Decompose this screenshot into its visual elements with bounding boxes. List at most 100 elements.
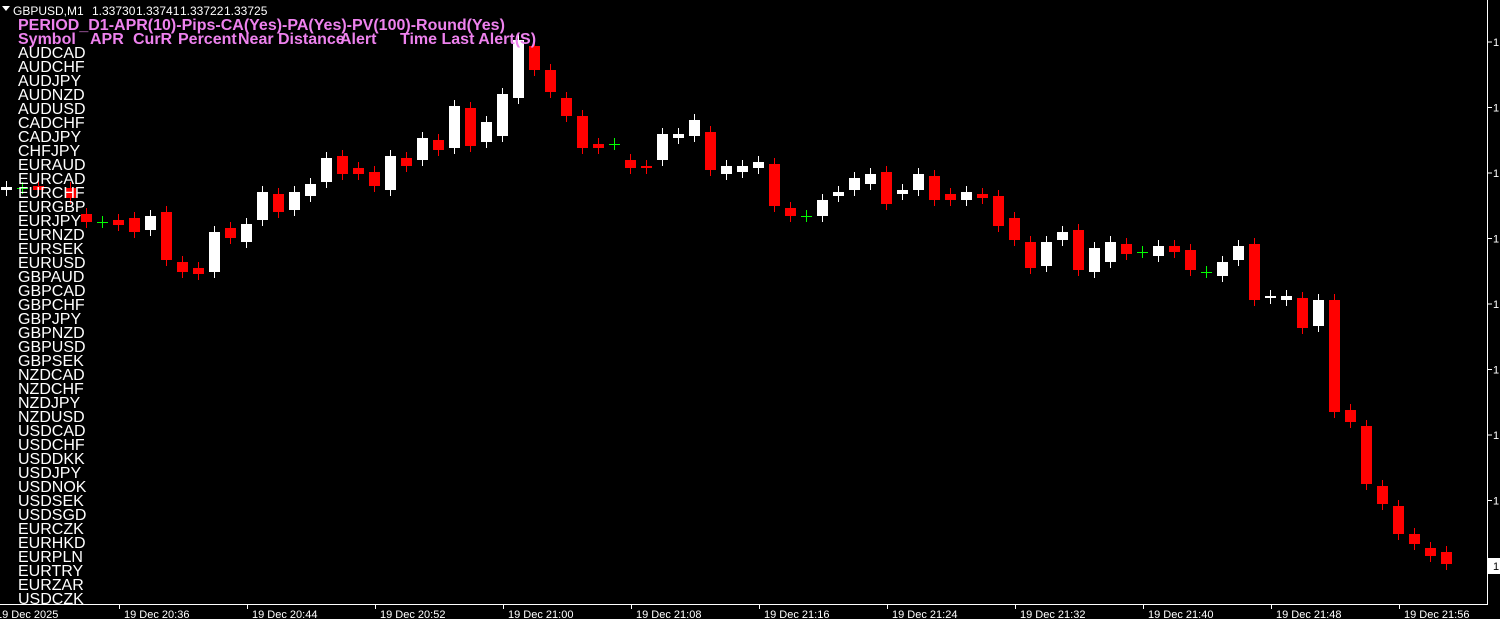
candle-body xyxy=(897,190,908,194)
current-price-box xyxy=(1488,558,1500,574)
symbol-row: USDCAD xyxy=(18,423,86,440)
candle-body xyxy=(65,188,76,198)
ohlc-price: 1.33741 xyxy=(136,4,180,18)
candle-body xyxy=(481,122,492,142)
candle-body xyxy=(1233,246,1244,260)
candle-body xyxy=(497,94,508,136)
candle-body xyxy=(161,212,172,260)
candle-body xyxy=(945,194,956,200)
candle-body xyxy=(129,218,140,232)
candle-body xyxy=(993,196,1004,226)
symbol-row: USDCHF xyxy=(18,437,85,454)
candle-body xyxy=(1217,262,1228,276)
ohlc-price: 1.33725 xyxy=(224,4,268,18)
price-label: 1 xyxy=(1493,430,1499,442)
symbol-row: GBPNZD xyxy=(18,325,85,342)
candle-body xyxy=(241,224,252,242)
time-label: 19 Dec 21:56 xyxy=(1404,609,1469,619)
time-label: 19 Dec 21:48 xyxy=(1276,609,1341,619)
candle-body xyxy=(1185,250,1196,270)
candle-body xyxy=(721,166,732,174)
candle-body xyxy=(1361,426,1372,484)
ohlc-price: 1.33722 xyxy=(180,4,224,18)
symbol-row: AUDJPY xyxy=(18,73,81,90)
symbol-row: EURPLN xyxy=(18,549,83,566)
symbol-row: AUDCHF xyxy=(18,59,85,76)
candle-body xyxy=(769,164,780,206)
symbol-row: GBPJPY xyxy=(18,311,81,328)
candle-body xyxy=(529,46,540,70)
ohlc-price: 1.33730 xyxy=(92,4,136,18)
candle-body xyxy=(913,174,924,190)
candle-body xyxy=(929,176,940,200)
candle-body xyxy=(1025,242,1036,268)
symbol-row: GBPCAD xyxy=(18,283,86,300)
candle-body xyxy=(225,228,236,238)
symbol-row: CHFJPY xyxy=(18,143,81,160)
candle-body xyxy=(113,220,124,225)
candle-body xyxy=(321,158,332,182)
candle-body xyxy=(1313,300,1324,326)
candle-body xyxy=(865,174,876,184)
symbol-row: AUDCAD xyxy=(18,45,86,62)
candle-body xyxy=(689,120,700,136)
symbol-row: AUDNZD xyxy=(18,87,85,104)
symbol-title: GBPUSD,M1 xyxy=(13,4,84,18)
candle-body xyxy=(1089,248,1100,272)
candle-body xyxy=(561,98,572,116)
candle-body xyxy=(1409,534,1420,544)
time-label: 19 Dec 2025 xyxy=(0,609,58,619)
menu-arrow[interactable] xyxy=(2,6,10,11)
candle-body xyxy=(193,268,204,274)
symbol-row: USDDKK xyxy=(18,451,85,468)
candle-body xyxy=(817,200,828,216)
candle-body xyxy=(449,106,460,148)
candle-body xyxy=(1041,242,1052,266)
price-label: 1 xyxy=(1493,299,1499,311)
candle-body xyxy=(1329,300,1340,412)
column-header: CurR xyxy=(133,31,173,48)
candle-body xyxy=(1297,298,1308,328)
time-label: 19 Dec 21:16 xyxy=(764,609,829,619)
price-label: 1 xyxy=(1493,103,1499,115)
time-label: 19 Dec 21:40 xyxy=(1148,609,1213,619)
candle-body xyxy=(849,178,860,190)
column-header: APR xyxy=(90,31,124,48)
candle-body xyxy=(209,232,220,272)
candle-body xyxy=(369,172,380,186)
candle-body xyxy=(977,194,988,198)
candle-body xyxy=(1441,552,1452,564)
candle-body xyxy=(625,160,636,168)
symbol-row: EURJPY xyxy=(18,213,81,230)
candle-body xyxy=(1009,218,1020,240)
candle-body xyxy=(545,70,556,92)
symbol-row: GBPUSD xyxy=(18,339,86,356)
symbol-row: USDNOK xyxy=(18,479,87,496)
candle-body xyxy=(33,186,44,190)
symbol-row: EURZAR xyxy=(18,577,84,594)
candle-body xyxy=(1,187,12,190)
symbol-row: GBPAUD xyxy=(18,269,84,286)
symbol-row: AUDUSD xyxy=(18,101,86,118)
symbol-row: NZDJPY xyxy=(18,395,81,412)
candle-body xyxy=(593,144,604,148)
price-label: 1 xyxy=(1493,168,1499,180)
symbol-row: CADCHF xyxy=(18,115,85,132)
column-header: Near xyxy=(238,31,274,48)
symbol-row: NZDCHF xyxy=(18,381,84,398)
candles xyxy=(1,34,1452,570)
time-label: 19 Dec 21:24 xyxy=(892,609,957,619)
symbol-row: EURNZD xyxy=(18,227,85,244)
column-header: Symbol xyxy=(18,31,76,48)
candle-body xyxy=(1073,230,1084,270)
column-header: Time Last Alert(S) xyxy=(400,31,536,48)
candle-body xyxy=(657,134,668,160)
header: GBPUSD,M1 1.33730 1.33741 1.33722 1.33725 xyxy=(13,4,268,18)
symbol-row: EURCAD xyxy=(18,171,86,188)
symbol-row: EURCZK xyxy=(18,521,84,538)
candle-body xyxy=(1121,244,1132,254)
symbol-row: USDCZK xyxy=(18,591,84,608)
symbol-row: GBPCHF xyxy=(18,297,85,314)
candle-body xyxy=(81,214,92,222)
